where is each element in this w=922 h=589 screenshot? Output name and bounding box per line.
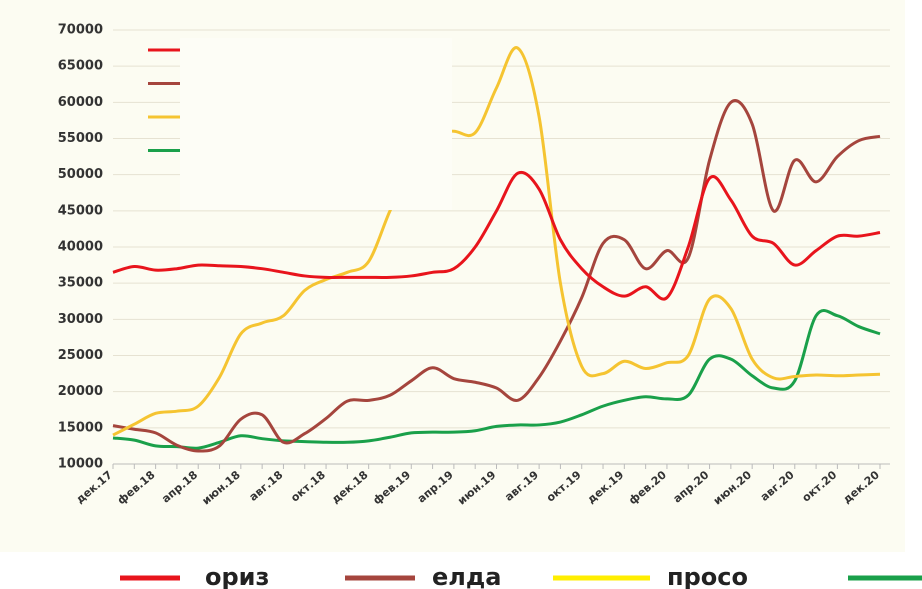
y-tick-label: 30000	[58, 312, 103, 327]
line-series	[112, 308, 881, 450]
y-tick-label: 25000	[58, 348, 103, 363]
y-tick-label: 55000	[58, 131, 103, 146]
y-tick-label: 20000	[58, 384, 103, 399]
y-tick-label: 70000	[58, 23, 103, 38]
line-series	[112, 170, 881, 301]
legend-box	[180, 38, 452, 210]
y-tick-label: 60000	[58, 95, 103, 110]
legend-label: просо	[667, 563, 748, 589]
y-tick-label: 45000	[58, 203, 103, 218]
legend-label: елда	[432, 563, 501, 589]
chart-background	[0, 0, 905, 552]
y-tick-label: 15000	[58, 420, 103, 435]
y-tick-label: 50000	[58, 167, 103, 182]
legend-label: ориз	[205, 563, 269, 589]
y-tick-label: 10000	[58, 457, 103, 472]
y-tick-label: 40000	[58, 240, 103, 255]
line-series	[112, 46, 881, 437]
y-tick-label: 65000	[58, 59, 103, 74]
y-tick-label: 35000	[58, 276, 103, 291]
line-series	[112, 99, 881, 453]
